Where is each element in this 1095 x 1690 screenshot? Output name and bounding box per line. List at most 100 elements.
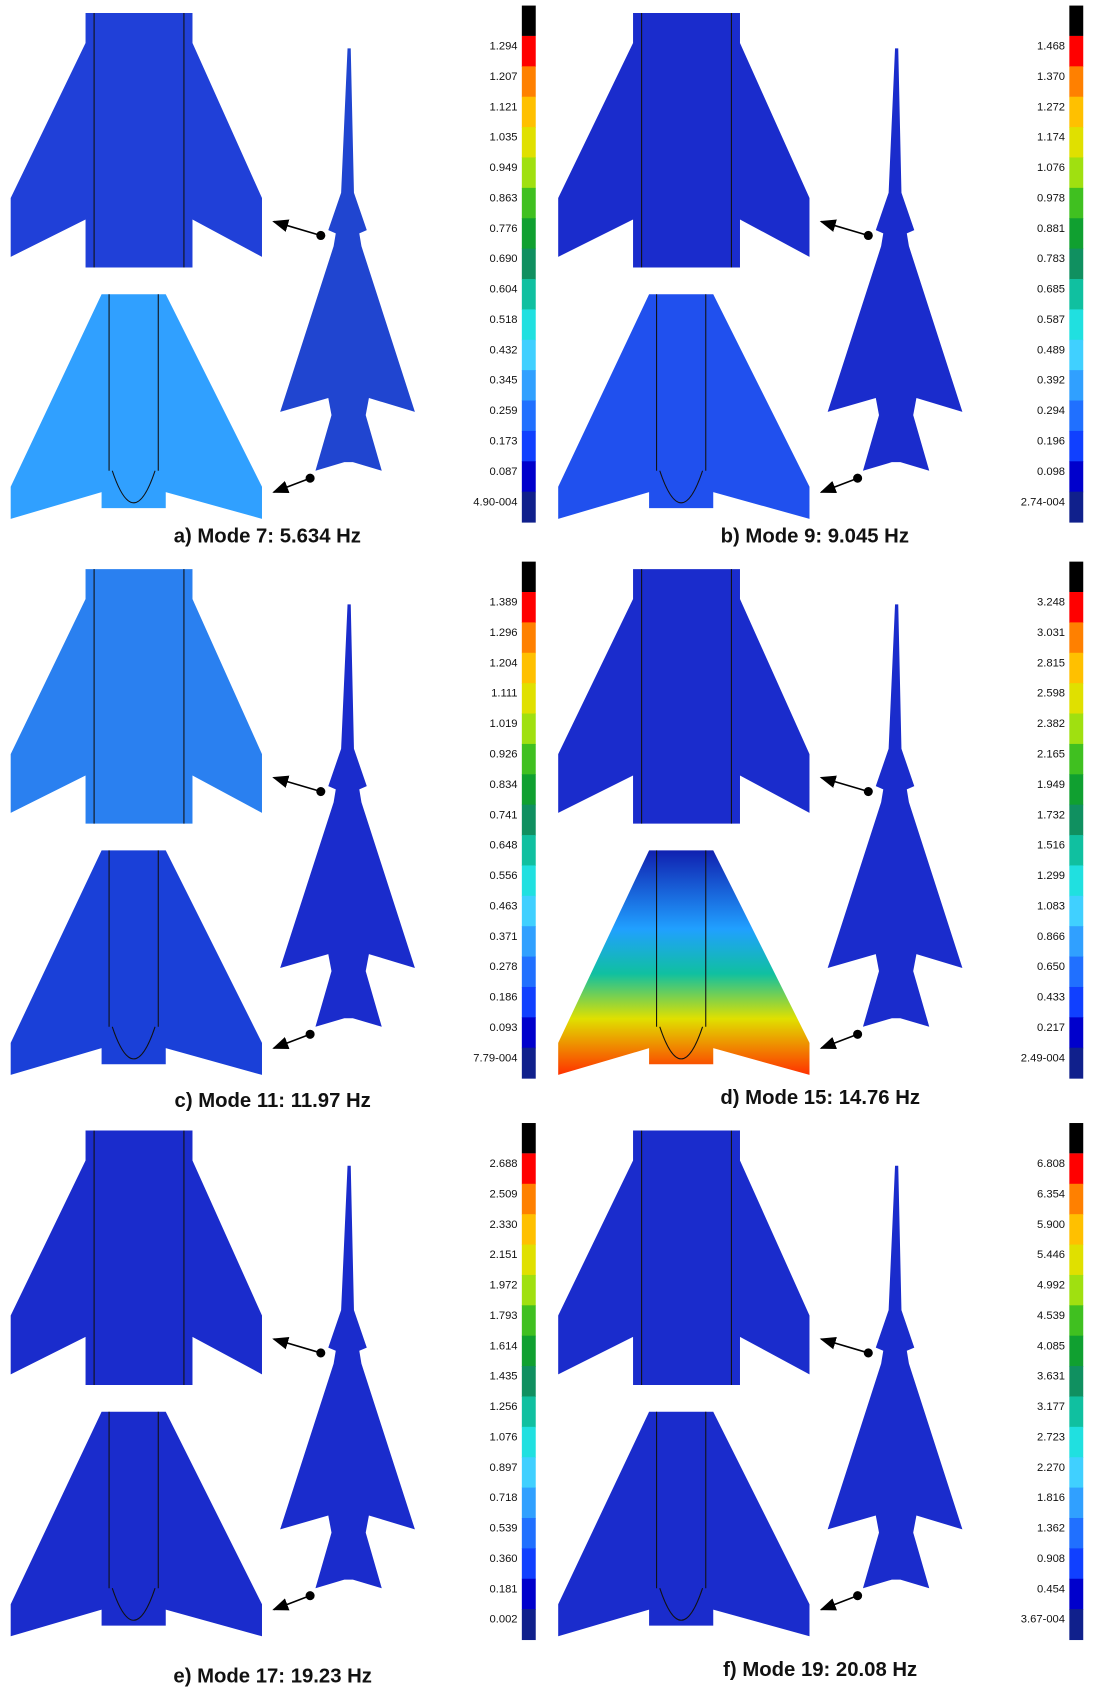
colorbar-cell: [522, 1579, 536, 1610]
colorbar: 6.8086.3545.9005.4464.9924.5394.0853.631…: [1021, 1123, 1083, 1640]
colorbar-cell: [1069, 1245, 1083, 1276]
colorbar-cell: [522, 926, 536, 957]
colorbar-cell: [522, 1017, 536, 1048]
colorbar-label: 2.151: [489, 1249, 517, 1261]
colorbar-label: 2.688: [489, 1158, 517, 1170]
colorbar-cell: [1069, 36, 1083, 67]
colorbar-label: 0.278: [489, 961, 517, 973]
colorbar-label: 1.256: [489, 1401, 517, 1413]
colorbar-cell: [522, 896, 536, 927]
tail-view: [11, 850, 262, 1075]
colorbar-cell: [522, 1305, 536, 1336]
colorbar-label: 0.648: [489, 840, 517, 852]
colorbar-label: 3.177: [1037, 1401, 1065, 1413]
colorbar-cell: [522, 774, 536, 805]
aircraft: [828, 604, 963, 1026]
colorbar-label: 3.631: [1037, 1371, 1065, 1383]
colorbar-label: 1.299: [1037, 870, 1065, 882]
colorbar-cell: [522, 97, 536, 128]
caption: e) Mode 17: 19.23 Hz: [173, 1665, 372, 1687]
colorbar-label: 2.723: [1037, 1431, 1065, 1443]
colorbar-label: 0.489: [1037, 344, 1065, 356]
colorbar-label: 1.076: [489, 1431, 517, 1443]
colorbar-label: 0.539: [489, 1523, 517, 1535]
colorbar: 1.2941.2071.1211.0350.9490.8630.7760.690…: [473, 6, 535, 523]
colorbar-label: 3.67-004: [1021, 1614, 1065, 1626]
colorbar-cell: [522, 1184, 536, 1215]
colorbar-cell: [1069, 1609, 1083, 1640]
colorbar-cell: [522, 1214, 536, 1245]
colorbar-label: 1.370: [1037, 71, 1065, 83]
colorbar-label: 0.685: [1037, 284, 1065, 296]
colorbar-label: 1.111: [491, 688, 517, 700]
colorbar-label: 0.217: [1037, 1022, 1065, 1034]
colorbar-label: 0.360: [489, 1553, 517, 1565]
colorbar-label: 1.816: [1037, 1492, 1065, 1504]
colorbar-label: 1.207: [489, 71, 517, 83]
colorbar-label: 1.174: [1037, 132, 1065, 144]
colorbar-cell: [522, 1123, 536, 1153]
colorbar-cell: [1069, 896, 1083, 927]
caption: b) Mode 9: 9.045 Hz: [721, 525, 909, 547]
caption: f) Mode 19: 20.08 Hz: [723, 1659, 917, 1681]
colorbar-label: 6.354: [1037, 1188, 1065, 1200]
canard-view: [558, 569, 809, 824]
colorbar-cell: [522, 987, 536, 1018]
colorbar-label: 0.345: [489, 375, 517, 387]
canard-view: [11, 1131, 262, 1386]
colorbar-cell: [1069, 653, 1083, 684]
aircraft: [828, 48, 963, 470]
colorbar-label: 4.992: [1037, 1280, 1065, 1292]
colorbar-cell: [1069, 431, 1083, 462]
canard-view: [11, 569, 262, 824]
colorbar-cell: [1069, 1366, 1083, 1397]
colorbar-cell: [522, 279, 536, 310]
tail-view: [11, 294, 262, 519]
canard-view: [11, 13, 262, 268]
colorbar-cell: [522, 431, 536, 462]
colorbar-label: 0.454: [1037, 1583, 1065, 1595]
colorbar-cell: [1069, 127, 1083, 158]
colorbar-cell: [1069, 1184, 1083, 1215]
colorbar-label: 1.435: [489, 1371, 517, 1383]
colorbar-cell: [1069, 622, 1083, 653]
colorbar-cell: [1069, 492, 1083, 523]
colorbar-cell: [522, 492, 536, 523]
colorbar-label: 0.783: [1037, 253, 1065, 265]
colorbar-label: 0.259: [489, 405, 517, 417]
colorbar-cell: [1069, 957, 1083, 988]
colorbar-cell: [522, 683, 536, 714]
colorbar-cell: [1069, 714, 1083, 745]
colorbar-label: 0.186: [489, 992, 517, 1004]
colorbar-label: 1.516: [1037, 840, 1065, 852]
colorbar-cell: [522, 622, 536, 653]
aircraft: [280, 48, 415, 470]
colorbar-label: 7.79-004: [473, 1052, 517, 1064]
colorbar-cell: [522, 1336, 536, 1367]
colorbar-cell: [1069, 1336, 1083, 1367]
colorbar-label: 1.949: [1037, 779, 1065, 791]
colorbar-label: 0.690: [489, 253, 517, 265]
colorbar-label: 0.432: [489, 344, 517, 356]
colorbar-label: 2.382: [1037, 718, 1065, 730]
colorbar-cell: [522, 309, 536, 340]
colorbar-cell: [1069, 249, 1083, 280]
colorbar-label: 4.085: [1037, 1340, 1065, 1352]
colorbar-label: 0.093: [489, 1022, 517, 1034]
colorbar-label: 0.866: [1037, 931, 1065, 943]
colorbar-label: 0.181: [489, 1583, 517, 1595]
colorbar-cell: [1069, 66, 1083, 97]
colorbar-label: 0.371: [489, 931, 517, 943]
panel: b) Mode 9: 9.045 Hz 1.4681.3701.2721.174…: [558, 6, 1083, 548]
colorbar-label: 1.614: [489, 1340, 517, 1352]
tail-view: [558, 294, 809, 519]
colorbar-cell: [1069, 987, 1083, 1018]
colorbar-label: 1.362: [1037, 1523, 1065, 1535]
colorbar-cell: [1069, 926, 1083, 957]
colorbar-cell: [522, 370, 536, 401]
caption: d) Mode 15: 14.76 Hz: [720, 1087, 920, 1109]
colorbar-label: 0.087: [489, 466, 517, 478]
colorbar-cell: [1069, 683, 1083, 714]
colorbar-cell: [522, 1048, 536, 1079]
page: a) Mode 7: 5.634 Hz 1.2941.2071.1211.035…: [0, 0, 1095, 1690]
